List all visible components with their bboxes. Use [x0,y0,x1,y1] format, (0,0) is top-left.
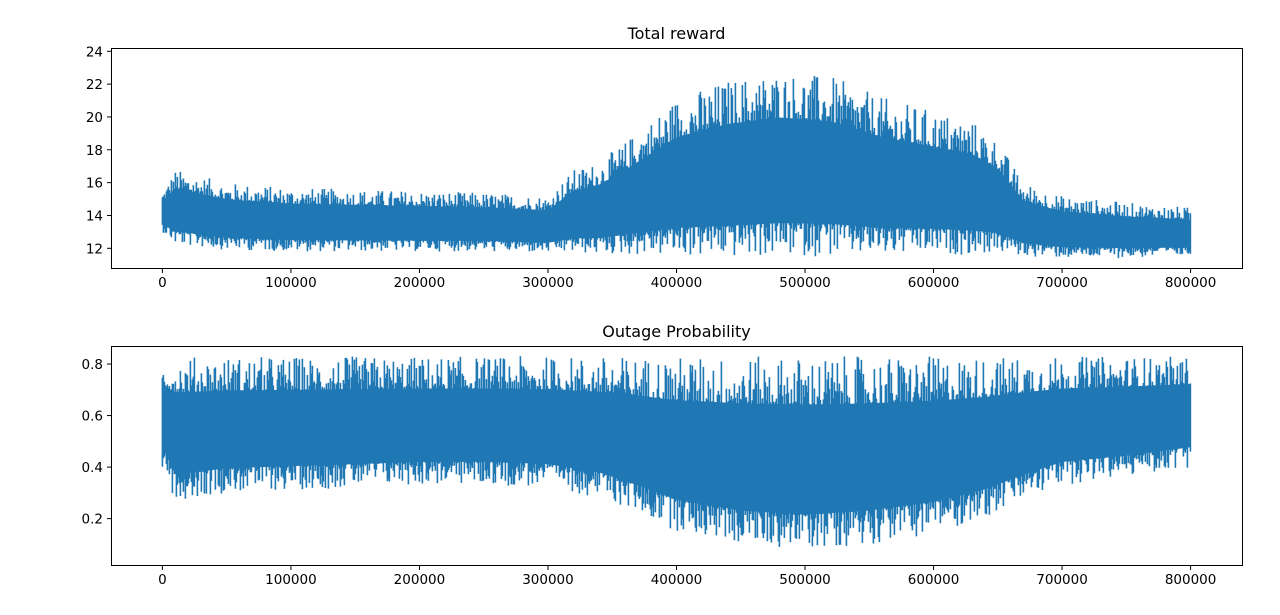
x-axis: 0 100000 200000 300000 400000 500000 600000 700… [158,565,1217,588]
x-tick-label: 200000 [394,275,446,291]
subplot-total-reward: 0 100000 200000 300000 400000 500000 600000 700… [86,24,1243,291]
y-tick-label: 16 [86,176,103,192]
x-tick-label: 400000 [651,275,703,291]
y-tick-label: 20 [86,110,103,126]
x-tick-label: 600000 [908,572,960,588]
y-tick-label: 14 [86,208,103,224]
y-tick-label: 0.2 [82,512,103,528]
x-tick-label: 300000 [522,275,574,291]
x-tick-label: 200000 [394,572,446,588]
x-tick-label: 800000 [1165,275,1217,291]
x-axis: 0 100000 200000 300000 400000 500000 600000 700… [158,268,1217,291]
y-axis: 12 14 16 18 20 22 24 [86,44,112,257]
y-tick-label: 18 [86,143,103,159]
y-axis: 0.2 0.4 0.6 0.8 [82,357,112,528]
x-tick-label: 500000 [779,275,831,291]
y-tick-label: 12 [86,241,103,257]
x-tick-label: 500000 [779,572,831,588]
x-tick-label: 700000 [1036,572,1088,588]
y-tick-label: 24 [86,44,103,60]
x-tick-label: 700000 [1036,275,1088,291]
y-tick-label: 0.4 [82,460,103,476]
x-tick-label: 0 [158,275,167,291]
x-tick-label: 600000 [908,275,960,291]
x-tick-label: 0 [158,572,167,588]
series-body [162,384,1191,515]
series-total-reward [161,76,1192,259]
subplot-outage-probability: 0 100000 200000 300000 400000 500000 600000 700… [82,322,1243,588]
series-body [162,117,1191,249]
series-outage-probability [161,356,1192,547]
y-tick-label: 22 [86,77,103,93]
x-tick-label: 300000 [522,572,574,588]
x-tick-label: 800000 [1165,572,1217,588]
y-tick-label: 0.6 [82,409,103,425]
x-tick-label: 100000 [265,275,317,291]
chart-title: Outage Probability [602,322,750,341]
chart-title: Total reward [627,24,726,43]
x-tick-label: 400000 [651,572,703,588]
y-tick-label: 0.8 [82,357,103,373]
x-tick-label: 100000 [265,572,317,588]
